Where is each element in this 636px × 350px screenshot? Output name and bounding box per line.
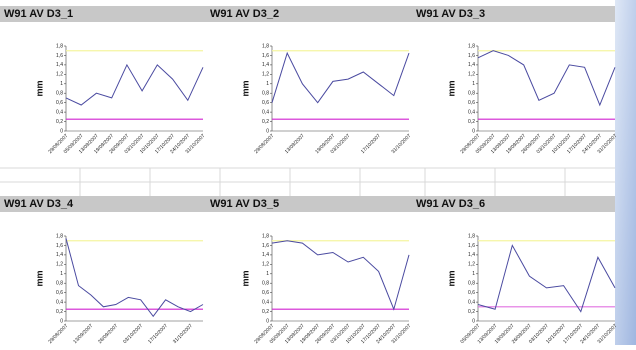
y-tick-label: 0,2 <box>56 309 63 315</box>
y-tick-label: 0 <box>266 318 269 324</box>
y-tick-label: 0,2 <box>468 119 475 125</box>
y-tick-label: 1,4 <box>262 252 269 258</box>
y-tick-label: 0,2 <box>468 309 475 315</box>
y-tick-label: 1,2 <box>468 72 475 78</box>
y-tick-label: 1,6 <box>56 53 63 59</box>
y-axis-label: mm <box>446 270 456 286</box>
y-tick-label: 1,8 <box>262 233 269 239</box>
x-tick-label: 13/09/2007 <box>72 323 94 345</box>
data-line <box>271 51 410 104</box>
y-tick-label: 0,6 <box>468 100 475 106</box>
chart-title: W91 AV D3_3 <box>416 8 485 20</box>
x-tick-label: 31/10/2007 <box>172 323 194 345</box>
x-tick-label: 29/08/2007 <box>47 323 69 345</box>
y-axis-label: mm <box>240 270 250 286</box>
x-tick-label: 29/08/2007 <box>253 133 275 155</box>
y-tick-label: 1,8 <box>56 233 63 239</box>
window-edge <box>615 0 636 345</box>
x-tick-label: 17/10/2007 <box>360 133 382 155</box>
y-tick-label: 1,6 <box>468 243 475 249</box>
y-axis-label: mm <box>446 80 456 96</box>
data-line <box>477 50 616 107</box>
y-tick-label: 1,2 <box>262 72 269 78</box>
y-tick-label: 1 <box>60 81 63 87</box>
y-tick-label: 1,8 <box>468 233 475 239</box>
x-tick-label: 13/09/2007 <box>284 133 306 155</box>
y-tick-label: 1 <box>266 81 269 87</box>
y-tick-label: 1,6 <box>56 243 63 249</box>
y-tick-label: 0 <box>60 128 63 134</box>
y-tick-label: 1,4 <box>56 252 63 258</box>
header-bar <box>0 196 615 212</box>
y-tick-label: 0,4 <box>56 299 63 305</box>
data-line <box>65 63 204 106</box>
y-tick-label: 0,8 <box>262 281 269 287</box>
y-tick-label: 1 <box>60 271 63 277</box>
y-tick-label: 0,2 <box>262 309 269 315</box>
chart-title: W91 AV D3_4 <box>4 198 74 210</box>
y-tick-label: 0,4 <box>468 299 475 305</box>
y-tick-label: 1,8 <box>262 43 269 49</box>
x-tick-label: 17/10/2007 <box>147 323 169 345</box>
chart-title: W91 AV D3_2 <box>210 8 279 20</box>
y-axis-label: mm <box>34 80 44 96</box>
y-tick-label: 1,2 <box>56 72 63 78</box>
y-tick-label: 1 <box>266 271 269 277</box>
data-line <box>271 240 410 311</box>
data-line <box>65 238 204 318</box>
y-tick-label: 0,4 <box>468 109 475 115</box>
x-tick-label: 31/10/2007 <box>390 133 412 155</box>
cell-grid <box>0 167 615 196</box>
y-tick-label: 1,2 <box>56 262 63 268</box>
y-tick-label: 0,4 <box>262 109 269 115</box>
x-tick-label: 03/10/2007 <box>122 323 144 345</box>
y-tick-label: 1,4 <box>468 62 475 68</box>
y-tick-label: 1,8 <box>56 43 63 49</box>
data-line <box>477 244 616 313</box>
y-tick-label: 0,8 <box>468 91 475 97</box>
y-tick-label: 0,8 <box>56 91 63 97</box>
y-tick-label: 1,4 <box>262 62 269 68</box>
y-tick-label: 1,6 <box>262 53 269 59</box>
y-tick-label: 1,4 <box>56 62 63 68</box>
chart-title: W91 AV D3_6 <box>416 198 485 210</box>
y-tick-label: 0,2 <box>56 119 63 125</box>
y-tick-label: 1 <box>472 81 475 87</box>
chart-title: W91 AV D3_1 <box>4 8 73 20</box>
y-tick-label: 0,8 <box>262 91 269 97</box>
y-tick-label: 0,6 <box>262 100 269 106</box>
y-tick-label: 0,6 <box>262 290 269 296</box>
y-tick-label: 0 <box>472 318 475 324</box>
y-tick-label: 1,4 <box>468 252 475 258</box>
y-tick-label: 0,8 <box>468 281 475 287</box>
y-tick-label: 1,6 <box>262 243 269 249</box>
y-tick-label: 0,2 <box>262 119 269 125</box>
y-tick-label: 0,4 <box>262 299 269 305</box>
y-axis-label: mm <box>34 270 44 286</box>
x-tick-label: 26/09/2007 <box>97 323 119 345</box>
y-tick-label: 0,8 <box>56 281 63 287</box>
y-tick-label: 1 <box>472 271 475 277</box>
y-tick-label: 0 <box>472 128 475 134</box>
y-tick-label: 0,6 <box>56 100 63 106</box>
y-tick-label: 1,6 <box>468 53 475 59</box>
header-bar <box>0 6 615 22</box>
y-tick-label: 0 <box>60 318 63 324</box>
y-tick-label: 0,6 <box>56 290 63 296</box>
y-tick-label: 1,2 <box>468 262 475 268</box>
chart-title: W91 AV D3_5 <box>210 198 279 210</box>
y-tick-label: 0,6 <box>468 290 475 296</box>
y-axis-label: mm <box>240 80 250 96</box>
y-tick-label: 0,4 <box>56 109 63 115</box>
y-tick-label: 1,2 <box>262 262 269 268</box>
y-tick-label: 1,8 <box>468 43 475 49</box>
y-tick-label: 0 <box>266 128 269 134</box>
